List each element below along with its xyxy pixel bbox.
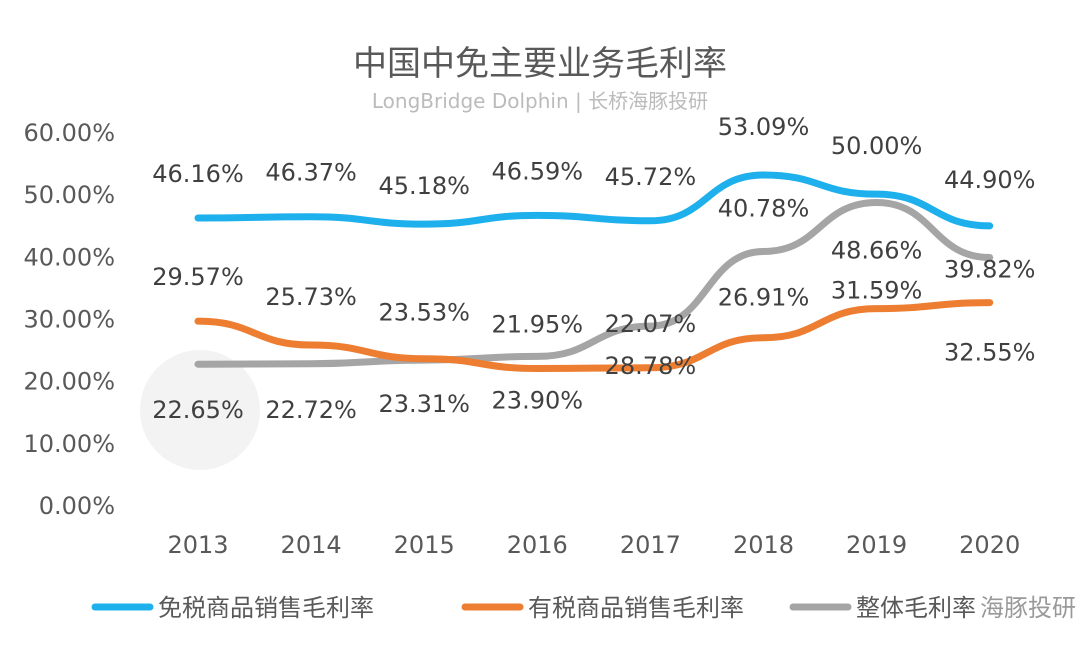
watermark: LongBridge Dolphin | 长桥海豚投研 (372, 89, 708, 113)
data-label: 21.95% (492, 311, 584, 339)
x-tick-label: 2018 (733, 531, 794, 559)
y-tick-label: 0.00% (39, 492, 115, 520)
data-label: 28.78% (605, 352, 697, 380)
data-label: 23.90% (492, 386, 584, 414)
watermark-corner: 海豚投研 (980, 594, 1076, 622)
data-label: 40.78% (718, 194, 810, 222)
data-label: 46.16% (152, 160, 244, 188)
data-label: 23.53% (378, 299, 470, 327)
x-tick-label: 2020 (959, 531, 1020, 559)
y-tick-label: 50.00% (23, 181, 115, 209)
x-tick-label: 2013 (167, 531, 228, 559)
watermark-logo (140, 350, 260, 470)
y-tick-label: 40.00% (23, 243, 115, 271)
legend-label: 整体毛利率 (856, 594, 976, 622)
data-label: 45.18% (378, 172, 470, 200)
data-label: 22.72% (265, 396, 357, 424)
data-label: 44.90% (944, 166, 1036, 194)
data-label: 23.31% (378, 390, 470, 418)
legend-label: 免税商品销售毛利率 (158, 594, 374, 622)
data-label: 22.65% (152, 396, 244, 424)
chart-title: 中国中免主要业务毛利率 (353, 44, 727, 84)
data-label: 46.59% (492, 157, 584, 185)
y-tick-label: 60.00% (23, 119, 115, 147)
data-label: 31.59% (831, 277, 923, 305)
data-label: 22.07% (605, 310, 697, 338)
data-label: 29.57% (152, 263, 244, 291)
legend-label: 有税商品销售毛利率 (528, 594, 744, 622)
series-line-2 (194, 198, 994, 368)
data-label: 25.73% (265, 283, 357, 311)
data-label: 26.91% (718, 284, 810, 312)
x-tick-label: 2017 (620, 531, 681, 559)
data-label: 53.09% (718, 113, 810, 141)
y-tick-label: 30.00% (23, 306, 115, 334)
series-line-0 (194, 171, 994, 230)
data-label: 46.37% (265, 159, 357, 187)
y-tick-label: 10.00% (23, 430, 115, 458)
x-tick-label: 2019 (846, 531, 907, 559)
data-label: 45.72% (605, 163, 697, 191)
data-label: 50.00% (831, 132, 923, 160)
series-line-1 (194, 299, 994, 373)
x-tick-label: 2016 (507, 531, 568, 559)
data-label: 48.66% (831, 236, 923, 264)
x-tick-label: 2015 (394, 531, 455, 559)
y-tick-label: 20.00% (23, 368, 115, 396)
x-tick-label: 2014 (281, 531, 342, 559)
data-label: 39.82% (944, 255, 1036, 283)
data-label: 32.55% (944, 339, 1036, 367)
